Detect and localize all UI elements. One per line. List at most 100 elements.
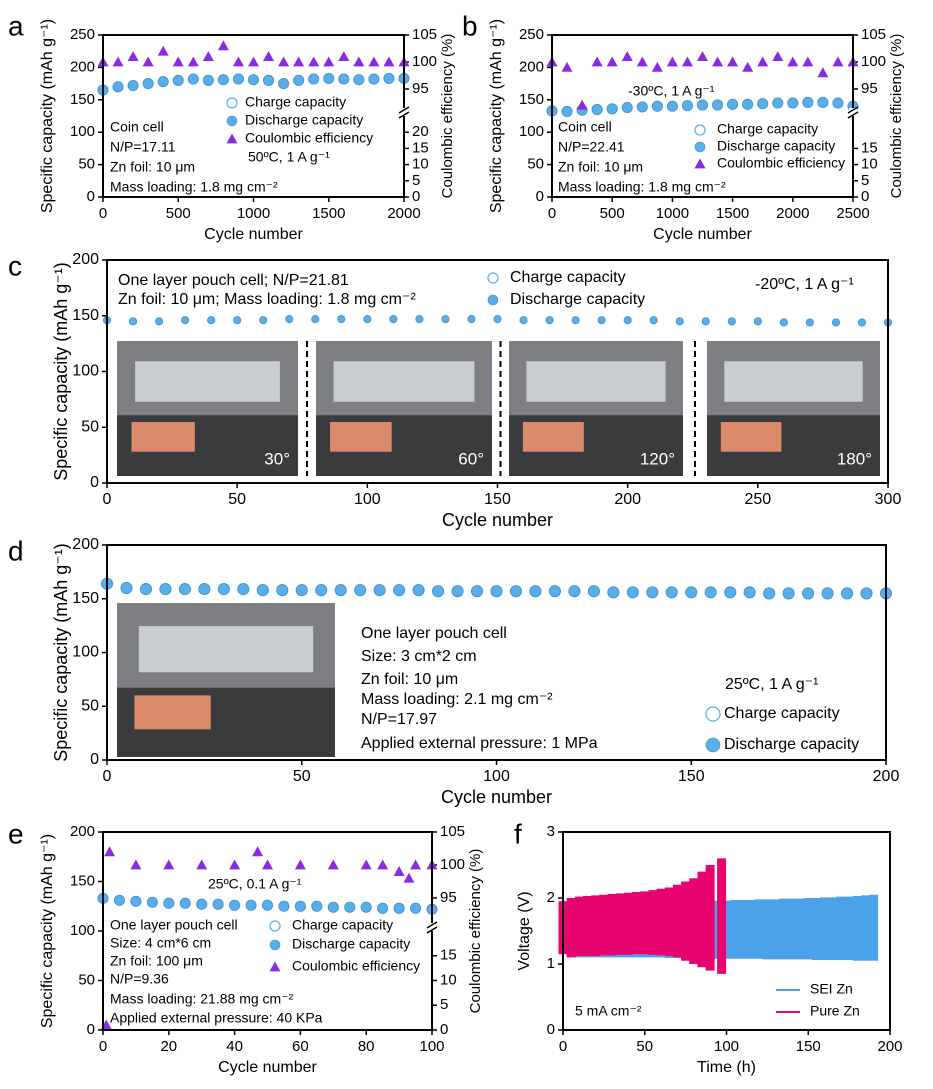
axis-break	[426, 926, 438, 934]
x-tick-label: 0	[548, 205, 556, 222]
legend-marker	[694, 141, 706, 153]
data-point	[549, 585, 561, 598]
annotation: N/P=9.36	[110, 971, 169, 987]
data-point	[278, 78, 289, 89]
legend-marker	[269, 939, 281, 951]
annotation: 25ºC, 0.1 A g⁻¹	[208, 876, 302, 892]
y-tick-label: 250	[70, 26, 95, 43]
x-axis-label: Cycle number	[218, 1059, 317, 1076]
data-point	[545, 316, 554, 325]
inset-label: 180°	[837, 449, 872, 468]
data-point	[588, 585, 600, 598]
data-point	[327, 859, 339, 870]
data-point	[782, 587, 795, 600]
annotation: -30ºC, 1 A g⁻¹	[628, 83, 715, 99]
panel-letter: f	[514, 818, 522, 849]
x-tick-label: 1500	[312, 205, 345, 222]
data-point	[308, 56, 320, 67]
legend-label: Charge capacity	[717, 121, 818, 137]
x-tick-label: 1000	[237, 205, 270, 222]
data-point	[163, 897, 175, 909]
axis-break-gap	[849, 108, 857, 116]
data-point	[130, 859, 142, 870]
data-point	[821, 587, 834, 600]
legend-marker	[226, 133, 238, 144]
x-tick-label: 150	[796, 1038, 821, 1055]
annotation: Mass loading: 1.8 mg cm⁻²	[110, 179, 278, 195]
legend-label: Discharge capacity	[292, 936, 410, 952]
data-point	[727, 56, 739, 67]
data-point	[727, 317, 736, 326]
legend-marker	[694, 124, 706, 136]
legend-marker	[226, 97, 238, 109]
y-axis-label: Specific capacity (mAh g⁻¹)	[39, 19, 56, 213]
data-point	[229, 859, 241, 870]
x-tick-label: 200	[873, 768, 900, 785]
y2-tick-label: 5	[440, 996, 448, 1013]
data-point	[817, 97, 829, 108]
data-point	[763, 587, 775, 600]
data-point	[142, 78, 154, 89]
data-point	[218, 74, 229, 86]
data-point	[623, 316, 632, 325]
data-point	[172, 56, 184, 67]
annotation: -20ºC, 1 A g⁻¹	[755, 276, 854, 293]
data-point	[127, 80, 139, 91]
annotation: Applied external pressure: 1 MPa	[361, 735, 598, 752]
x-axis-label: Cycle number	[442, 510, 553, 530]
annotation: 50ºC, 1 A g⁻¹	[248, 149, 330, 165]
data-point	[490, 585, 503, 598]
y2-tick-label: 0	[412, 188, 420, 205]
photo-detail	[330, 422, 392, 452]
data-point	[383, 56, 395, 67]
data-point	[403, 872, 415, 883]
panel-letter: a	[8, 10, 24, 41]
y-tick-label: 0	[536, 188, 544, 205]
photo-detail	[724, 361, 863, 402]
data-point	[832, 97, 844, 109]
data-point	[393, 902, 405, 914]
x-tick-label: 40	[226, 1038, 243, 1055]
annotation: N/P=17.97	[361, 711, 437, 728]
y2-tick-label: 10	[440, 971, 457, 988]
y-tick-label: 100	[72, 363, 99, 380]
data-point	[757, 56, 769, 67]
data-point	[179, 897, 191, 909]
y2-tick-label: 100	[412, 53, 437, 70]
data-point	[682, 100, 693, 111]
x-tick-label: 1500	[716, 205, 749, 222]
data-point	[155, 317, 163, 326]
data-point	[727, 99, 738, 110]
data-point	[187, 56, 199, 67]
data-point	[806, 318, 814, 327]
panel-letter: c	[8, 250, 22, 281]
data-point	[389, 315, 398, 323]
axis-break	[398, 111, 410, 119]
axis-break	[847, 106, 859, 114]
x-tick-label: 300	[875, 491, 902, 508]
y-tick-label: 0	[547, 1021, 555, 1038]
data-point	[311, 315, 320, 323]
x-tick-label: 250	[744, 491, 771, 508]
y2-tick-label: 15	[440, 947, 457, 964]
legend-label: Charge capacity	[510, 269, 626, 286]
legend-label: Discharge capacity	[510, 291, 645, 308]
legend-label: Discharge capacity	[245, 112, 363, 128]
data-point	[780, 318, 788, 327]
data-point	[315, 584, 328, 596]
data-point	[675, 317, 684, 326]
photo-detail	[526, 361, 666, 402]
x-tick-label: 100	[354, 491, 381, 508]
data-point	[218, 583, 230, 595]
y2-tick-label: 0	[440, 1021, 448, 1038]
data-point	[754, 317, 762, 326]
data-point	[311, 900, 323, 912]
data-point	[262, 899, 273, 911]
data-point	[697, 51, 708, 61]
y2-tick-label: 100	[861, 53, 886, 70]
data-point	[112, 81, 124, 93]
y2-tick-label: 95	[440, 889, 457, 906]
x-tick-label: 2000	[387, 205, 420, 222]
data-point	[217, 40, 229, 51]
annotation: Zn foil: 10 μm	[110, 159, 195, 175]
